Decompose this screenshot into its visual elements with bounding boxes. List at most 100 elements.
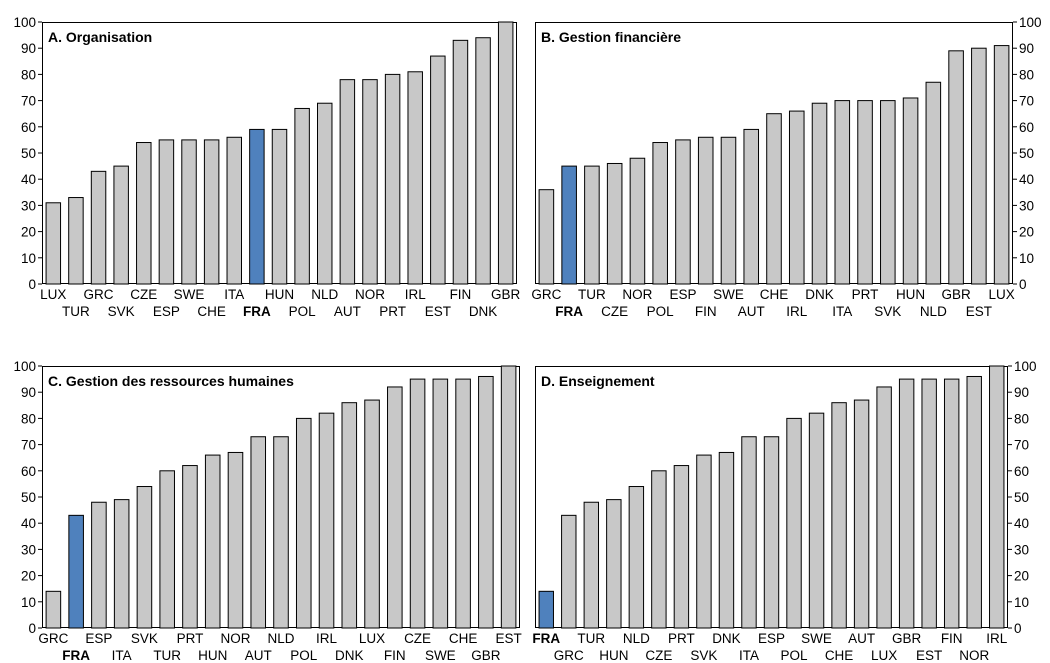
category-label-nld: NLD	[267, 631, 294, 646]
bar-grc	[538, 189, 555, 285]
bar-esp	[675, 139, 691, 285]
category-label-pol: POL	[290, 648, 318, 663]
bar-irl	[788, 110, 805, 285]
category-label-lux: LUX	[988, 287, 1014, 302]
y-tick-label: 70	[1019, 94, 1034, 109]
bar-dnk	[811, 102, 828, 285]
bar-nld	[273, 436, 289, 629]
y-tick-label: 0	[28, 277, 36, 292]
category-label-dnk: DNK	[335, 648, 364, 663]
bar-nor	[227, 451, 244, 629]
category-label-che: CHE	[825, 648, 854, 663]
category-label-lux: LUX	[359, 631, 385, 646]
bar-che	[766, 113, 782, 285]
bar-prt	[673, 465, 690, 629]
bar-swe	[432, 378, 449, 629]
bar-grc	[561, 514, 577, 629]
bar-cze	[651, 470, 667, 629]
category-label-fin: FIN	[384, 648, 406, 663]
bar-fin	[697, 136, 714, 285]
y-tick-label: 10	[21, 251, 36, 266]
category-label-est: EST	[916, 648, 942, 663]
category-label-che: CHE	[449, 631, 478, 646]
bar-svk	[136, 486, 153, 629]
category-label-esp: ESP	[669, 287, 696, 302]
bar-dnk	[341, 402, 358, 629]
category-label-svk: SVK	[690, 648, 717, 663]
category-label-grc: GRC	[531, 287, 561, 302]
category-label-fra: FRA	[532, 631, 560, 646]
bar-swe	[808, 412, 825, 629]
y-tick-label: 10	[1014, 595, 1029, 610]
y-tick-label: 20	[21, 225, 36, 240]
y-tick-label: 0	[1014, 621, 1022, 636]
category-label-fin: FIN	[941, 631, 963, 646]
bar-pol	[652, 142, 668, 285]
bar-prt	[182, 465, 198, 629]
category-label-prt: PRT	[177, 631, 204, 646]
bar-est	[500, 365, 517, 629]
bar-ita	[834, 100, 851, 285]
category-label-svk: SVK	[131, 631, 158, 646]
category-label-ita: ITA	[832, 304, 852, 319]
bar-swe	[720, 136, 737, 285]
y-tick-label: 60	[1014, 464, 1029, 479]
y-tick-label: 0	[28, 621, 36, 636]
category-label-swe: SWE	[801, 631, 832, 646]
bar-cze	[409, 378, 426, 629]
y-tick-label: 80	[21, 411, 36, 426]
y-tick-label: 70	[21, 94, 36, 109]
y-tick-label: 80	[21, 67, 36, 82]
bar-pol	[786, 417, 802, 629]
bar-cze	[606, 162, 623, 285]
bar-lux	[993, 45, 1010, 285]
y-tick-label: 50	[21, 490, 36, 505]
y-tick-label: 100	[13, 359, 36, 374]
bar-nld	[317, 102, 333, 285]
bar-tur	[583, 501, 600, 629]
bar-tur	[68, 197, 84, 285]
category-label-grc: GRC	[84, 287, 114, 302]
bar-hun	[606, 499, 622, 629]
category-label-gbr: GBR	[471, 648, 501, 663]
bar-hun	[902, 97, 919, 285]
category-label-irl: IRL	[405, 287, 427, 302]
category-label-est: EST	[495, 631, 521, 646]
y-tick-label: 60	[1019, 120, 1034, 135]
y-tick-label: 100	[1014, 359, 1037, 374]
y-tick-label: 40	[21, 516, 36, 531]
chart-title: C. Gestion des ressources humaines	[48, 373, 294, 389]
category-label-lux: LUX	[40, 287, 66, 302]
bar-grc	[90, 170, 107, 285]
category-label-cze: CZE	[645, 648, 672, 663]
y-tick-label: 20	[1014, 569, 1029, 584]
bar-esp	[91, 501, 107, 629]
y-tick-label: 100	[1019, 15, 1042, 30]
y-tick-label: 70	[21, 438, 36, 453]
bar-dnk	[475, 37, 491, 285]
category-label-grc: GRC	[38, 631, 68, 646]
category-label-dnk: DNK	[712, 631, 741, 646]
y-tick-label: 10	[1019, 251, 1034, 266]
bar-nld	[628, 486, 645, 629]
y-tick-label: 50	[1014, 490, 1029, 505]
category-label-fin: FIN	[695, 304, 717, 319]
bar-est	[430, 55, 446, 285]
category-label-irl: IRL	[786, 304, 808, 319]
bar-fin	[387, 386, 403, 629]
category-label-prt: PRT	[668, 631, 695, 646]
y-tick-label: 40	[1019, 172, 1034, 187]
y-tick-label: 0	[1019, 277, 1027, 292]
bar-che	[831, 402, 847, 629]
bar-irl	[407, 71, 423, 285]
y-tick-label: 90	[21, 41, 36, 56]
category-label-esp: ESP	[758, 631, 785, 646]
category-label-gbr: GBR	[491, 287, 521, 302]
category-label-pol: POL	[289, 304, 317, 319]
category-label-esp: ESP	[85, 631, 112, 646]
category-label-cze: CZE	[601, 304, 628, 319]
bar-lux	[45, 202, 62, 285]
bar-prt	[857, 100, 873, 285]
bar-ita	[226, 136, 242, 285]
